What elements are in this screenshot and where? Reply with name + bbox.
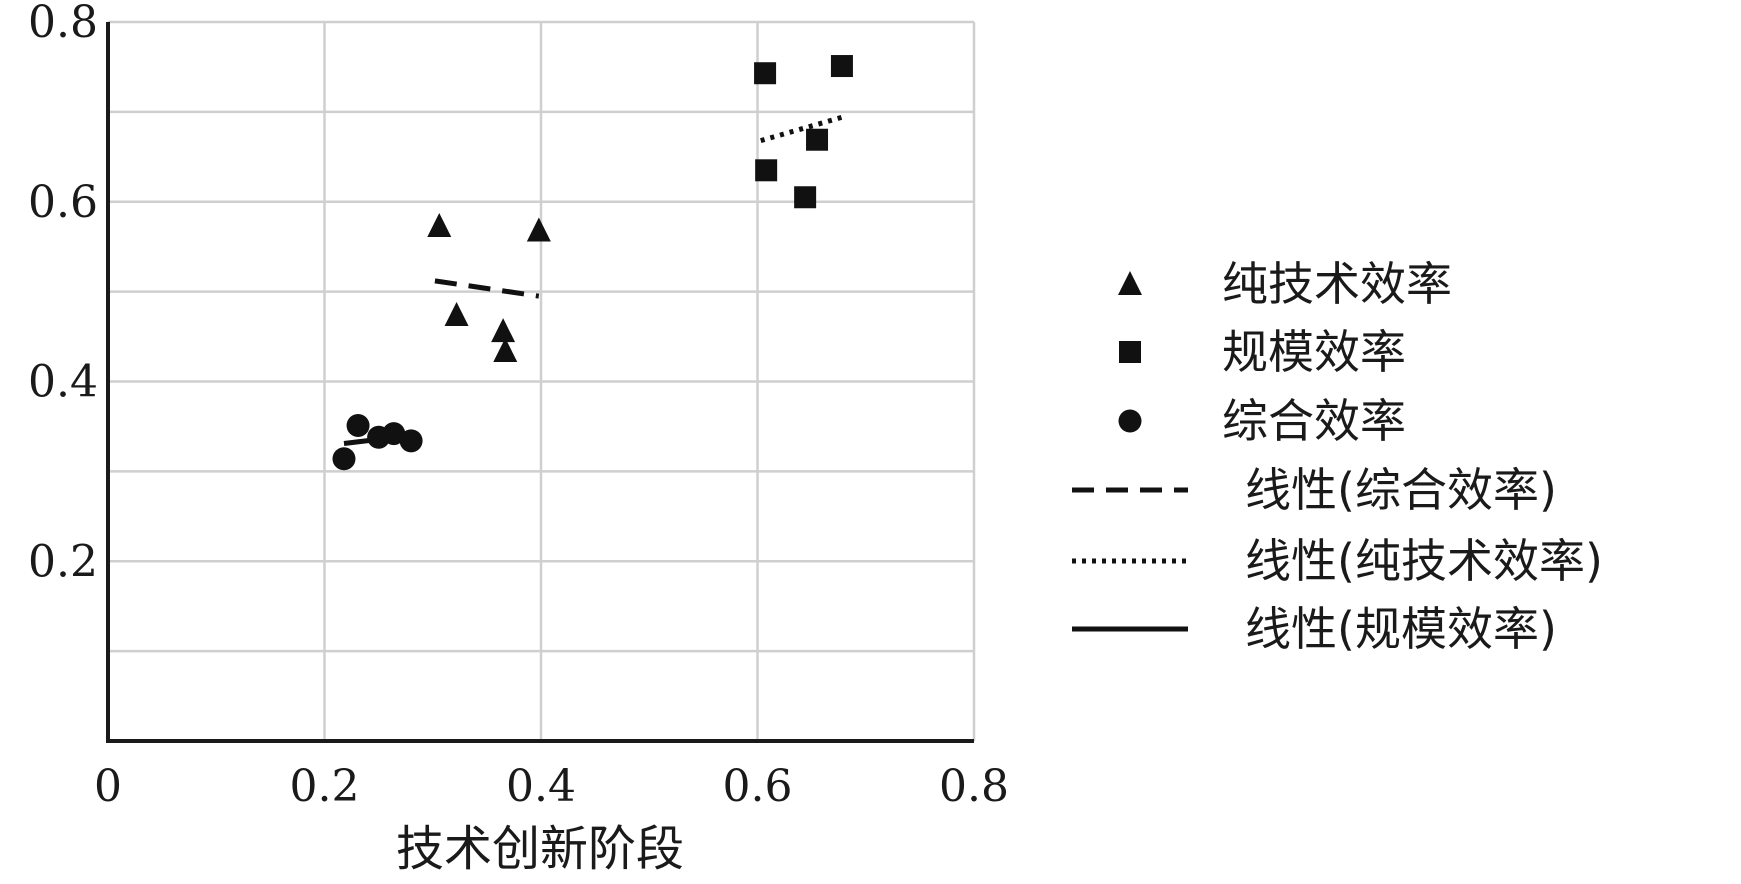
x-tick-label: 0.6	[723, 761, 793, 812]
data-point	[427, 213, 452, 238]
data-point	[493, 337, 518, 362]
data-point	[346, 414, 370, 438]
data-point	[806, 128, 829, 151]
data-point	[444, 301, 469, 326]
y-tick-labels: 0.2 0.4 0.6 0.8	[28, 0, 98, 587]
data-point	[399, 429, 423, 453]
data-points	[332, 55, 853, 471]
legend-marker	[1118, 409, 1142, 433]
x-tick-label: 0.2	[290, 761, 360, 812]
data-point	[794, 186, 817, 209]
x-tick-labels: 0 0.2 0.4 0.6 0.8	[94, 761, 1009, 812]
data-point	[382, 422, 406, 446]
data-point	[755, 159, 778, 182]
trendline	[760, 114, 843, 144]
data-point	[526, 217, 551, 242]
legend-label: 线性(规模效率)	[1245, 602, 1557, 656]
y-tick-label: 0.6	[28, 177, 98, 228]
y-tick-label: 0.2	[28, 536, 98, 587]
y-tick-label: 0.8	[28, 0, 98, 48]
data-point	[491, 318, 516, 343]
data-point	[754, 62, 777, 85]
y-tick-label: 0.4	[28, 357, 98, 408]
legend-label: 纯技术效率	[1222, 257, 1452, 311]
x-tick-label: 0.8	[939, 761, 1009, 812]
legend-marker	[1119, 341, 1141, 363]
x-axis-label: 技术创新阶段	[396, 821, 684, 877]
x-tick-label: 0.4	[506, 761, 576, 812]
legend-label: 线性(综合效率)	[1245, 463, 1557, 517]
trendline	[434, 278, 540, 299]
legend-label: 规模效率	[1222, 325, 1406, 379]
legend-label: 综合效率	[1222, 394, 1406, 448]
legend-label: 线性(纯技术效率)	[1245, 534, 1603, 588]
data-point	[830, 55, 853, 78]
grid	[108, 20, 976, 741]
data-point	[332, 447, 356, 471]
legend-marker	[1118, 271, 1142, 295]
x-tick-label: 0	[94, 761, 122, 812]
